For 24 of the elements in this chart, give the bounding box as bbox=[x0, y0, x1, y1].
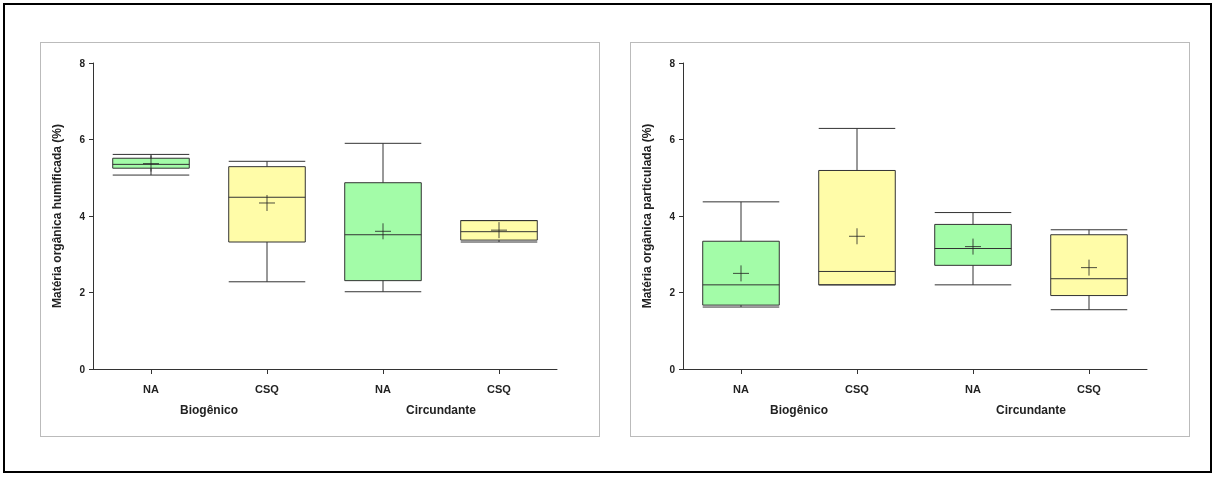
y-tick-label: 2 bbox=[79, 287, 86, 298]
y-tick-label: 8 bbox=[669, 57, 676, 69]
y-tick-label: 2 bbox=[669, 287, 676, 298]
x-tick-label: NA bbox=[143, 382, 159, 395]
y-tick-label: 0 bbox=[669, 363, 676, 375]
text: Biogênico bbox=[769, 403, 829, 417]
y-tick-label: 4 bbox=[79, 210, 86, 222]
x-tick-label: NA bbox=[733, 382, 749, 395]
x-tick-label: CSQ bbox=[487, 382, 512, 395]
x-tick-label: CSQ bbox=[845, 382, 870, 395]
y-axis-title: Matéria orgânica humificada (%) bbox=[50, 123, 64, 309]
y-axis-title: Matéria orgânica particulada (%) bbox=[640, 123, 654, 309]
y-tick-label: 6 bbox=[669, 134, 676, 145]
y-tick-label: 8 bbox=[79, 57, 86, 69]
y-tick-label: 4 bbox=[669, 210, 676, 222]
y-tick-label: 0 bbox=[79, 363, 86, 375]
x-tick-label: CSQ bbox=[255, 382, 280, 395]
x-tick-label: NA bbox=[965, 382, 981, 395]
x-tick-label: NA bbox=[375, 382, 391, 395]
text: Circundante bbox=[405, 403, 477, 417]
y-tick-label: 6 bbox=[79, 134, 86, 145]
x-tick-label: CSQ bbox=[1077, 382, 1102, 395]
text: Biogênico bbox=[179, 403, 239, 417]
text: Circundante bbox=[995, 403, 1067, 417]
